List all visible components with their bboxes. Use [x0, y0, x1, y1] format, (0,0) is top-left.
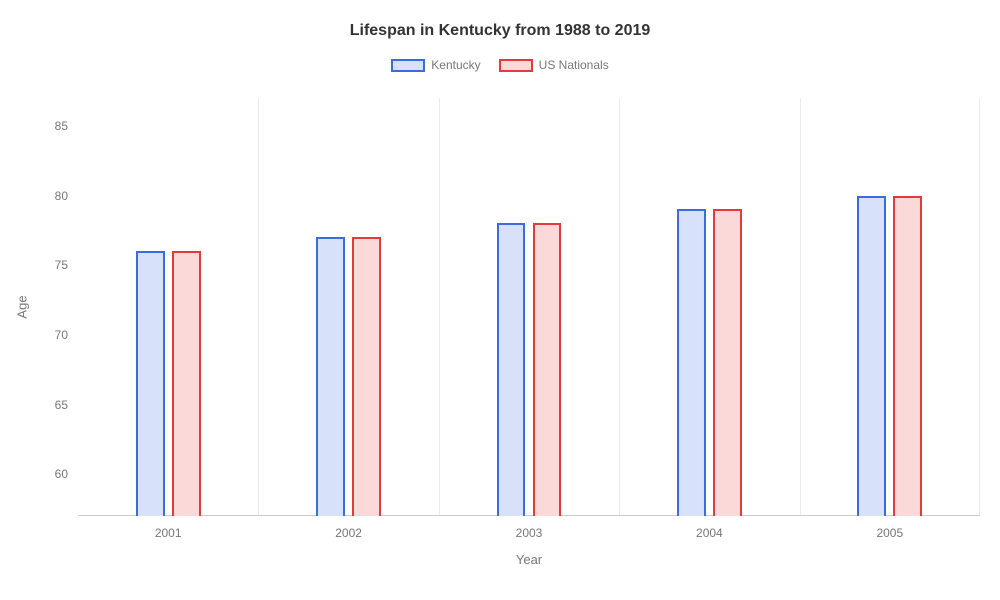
x-axis-label: Year: [516, 552, 542, 567]
legend-label: US Nationals: [539, 58, 609, 72]
gridline-vertical: [439, 98, 440, 516]
x-tick-label: 2001: [155, 516, 182, 540]
y-tick-label: 85: [55, 119, 78, 133]
chart-legend: Kentucky US Nationals: [0, 58, 1000, 72]
gridline-vertical: [619, 98, 620, 516]
legend-item: Kentucky: [391, 58, 480, 72]
x-tick-label: 2005: [876, 516, 903, 540]
lifespan-chart: Lifespan in Kentucky from 1988 to 2019 K…: [0, 0, 1000, 600]
gridline-vertical: [800, 98, 801, 516]
bar: [713, 209, 742, 516]
bar: [497, 223, 526, 516]
y-tick-label: 65: [55, 398, 78, 412]
legend-item: US Nationals: [499, 58, 609, 72]
x-tick-label: 2003: [516, 516, 543, 540]
bar: [533, 223, 562, 516]
legend-swatch: [499, 59, 533, 72]
gridline-vertical: [979, 98, 980, 516]
bar: [352, 237, 381, 516]
chart-title: Lifespan in Kentucky from 1988 to 2019: [0, 22, 1000, 40]
y-tick-label: 75: [55, 258, 78, 272]
y-tick-label: 60: [55, 467, 78, 481]
y-axis-label: Age: [15, 295, 30, 318]
bar: [136, 251, 165, 516]
x-tick-label: 2002: [335, 516, 362, 540]
gridline-vertical: [258, 98, 259, 516]
legend-swatch: [391, 59, 425, 72]
plot-area: 60657075808520012002200320042005: [78, 98, 980, 516]
bar: [316, 237, 345, 516]
bar: [172, 251, 201, 516]
x-tick-label: 2004: [696, 516, 723, 540]
y-tick-label: 80: [55, 189, 78, 203]
y-tick-label: 70: [55, 328, 78, 342]
bar: [857, 196, 886, 516]
bar: [677, 209, 706, 516]
bar: [893, 196, 922, 516]
legend-label: Kentucky: [431, 58, 480, 72]
